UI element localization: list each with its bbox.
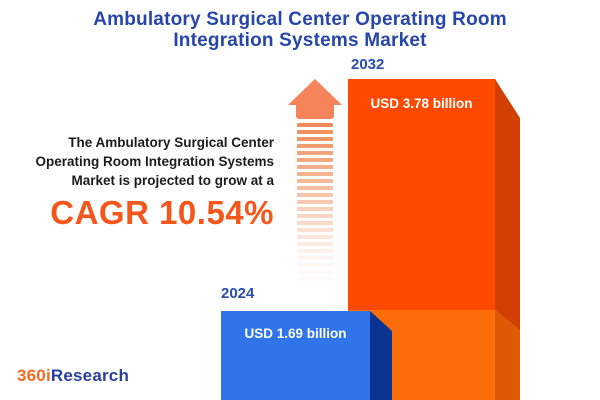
bar-2032-front <box>348 79 495 310</box>
market-description: The Ambulatory Surgical Center Operating… <box>35 135 274 188</box>
description-block: The Ambulatory Surgical Center Operating… <box>8 133 274 232</box>
bar-2032-side <box>495 79 520 331</box>
arrow-neck <box>296 103 334 119</box>
title-line-1: Ambulatory Surgical Center Operating Roo… <box>93 9 507 30</box>
year-label-2032: 2032 <box>351 56 385 73</box>
bar-2024-front <box>221 311 370 400</box>
bar-2032-lower-side <box>495 310 520 400</box>
title-line-2: Integration Systems Market <box>173 30 427 51</box>
arrow-fade-overlay <box>295 121 335 291</box>
year-label-2024: 2024 <box>221 285 255 302</box>
page-title: Ambulatory Surgical Center Operating Roo… <box>0 9 600 51</box>
arrow-head <box>288 79 342 105</box>
logo-research: Research <box>50 366 130 385</box>
bar-2024-side <box>370 311 392 400</box>
cagr-highlight: CAGR 10.54% <box>50 194 274 231</box>
brand-logo: 360iResearch <box>17 366 129 386</box>
value-label-2032: USD 3.78 billion <box>370 96 473 111</box>
value-label-2024: USD 1.69 billion <box>244 326 347 341</box>
logo-360i: 360i <box>17 366 51 385</box>
